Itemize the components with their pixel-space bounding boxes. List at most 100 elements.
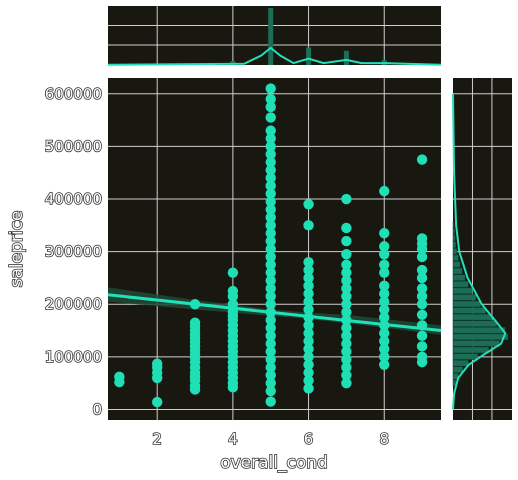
scatter-point [379, 296, 390, 307]
scatter-point [265, 330, 276, 342]
scatter-point [303, 272, 314, 284]
scatter-point [379, 359, 390, 370]
scatter-point [265, 362, 276, 373]
right-histogram-bar [452, 307, 487, 314]
right-histogram-bar [452, 366, 464, 373]
scatter-point [265, 377, 276, 389]
scatter-point [416, 351, 428, 363]
right-histogram-bar [452, 346, 489, 354]
right-histogram-bar [452, 241, 456, 248]
scatter-point [265, 322, 276, 334]
y-tick-label: 500000 [45, 137, 102, 155]
right-histogram-bar [452, 359, 469, 367]
scatter-point [265, 196, 276, 207]
x-axis-tick-labels: 2 4 6 8 [152, 429, 390, 449]
top-histogram-bar [268, 8, 274, 65]
x-tick-label: 4 [228, 430, 238, 448]
scatter-point [265, 93, 276, 105]
right-histogram-bar [452, 274, 466, 281]
scatter-point [379, 185, 390, 197]
scatter-point [379, 267, 390, 278]
y-tick-label: 300000 [45, 243, 102, 261]
regression-line [107, 293, 442, 333]
top-marginal-kde-curve [107, 46, 442, 66]
y-axis-tick-labels: 0 100000 200000 300000 400000 500000 600000 [44, 84, 103, 419]
right-marginal-grid [453, 78, 512, 420]
right-histogram-bar [452, 280, 469, 288]
scatter-point [303, 367, 314, 378]
scatter-point [265, 396, 276, 407]
scatter-point [265, 385, 276, 397]
scatter-point [303, 383, 314, 394]
scatter-point [265, 156, 276, 168]
scatter-point [341, 275, 352, 286]
y-axis-label: saleprice [7, 211, 27, 288]
scatter-point [379, 312, 390, 323]
scatter-point [303, 304, 314, 315]
right-marginal-panel [452, 78, 512, 420]
scatter-point [416, 251, 428, 263]
scatter-point [265, 172, 276, 184]
right-histogram-bar [452, 267, 463, 275]
scatter-point [265, 220, 276, 231]
scatter-point [265, 235, 276, 247]
scatter-point [341, 322, 352, 334]
scatter-point [265, 291, 276, 302]
scatter-point [265, 149, 276, 160]
y-tick-label: 200000 [45, 295, 102, 313]
scatter-point [416, 341, 428, 352]
top-marginal-panel [107, 6, 442, 66]
scatter-point [265, 125, 276, 136]
scatter-point [303, 256, 314, 268]
scatter-point [341, 354, 352, 365]
right-histogram-bar [452, 333, 509, 341]
scatter-point [416, 233, 428, 244]
right-histogram-bar [452, 261, 461, 268]
scatter-point [265, 188, 276, 199]
scatter-point [341, 338, 352, 349]
scatter-point [416, 272, 428, 284]
scatter-point [416, 330, 428, 342]
scatter-point [341, 362, 352, 373]
scatter-point [265, 228, 276, 239]
top-histogram-bar [306, 47, 312, 65]
scatter-point [416, 309, 428, 320]
scatter-point [303, 320, 314, 331]
scatter-point [227, 267, 239, 278]
scatter-point [416, 264, 428, 276]
scatter-point [341, 235, 352, 247]
scatter-point [303, 343, 314, 355]
scatter-point [303, 288, 314, 299]
scatter-point [379, 241, 390, 252]
scatter-point [265, 299, 276, 310]
right-histogram-bar [452, 327, 506, 334]
scatter-point [303, 280, 314, 292]
scatter-point [341, 346, 352, 357]
top-marginal-grid [108, 6, 441, 65]
scatter-point [416, 154, 428, 165]
scatter-point [265, 243, 276, 255]
scatter-point [341, 299, 352, 310]
scatter-point [379, 259, 390, 270]
right-histogram-bar [452, 254, 459, 262]
right-histogram-bar [452, 248, 458, 255]
scatter-point [341, 222, 352, 234]
y-tick-label: 0 [92, 400, 102, 418]
scatter-point [265, 314, 276, 326]
scatter-point [114, 371, 125, 383]
right-histogram-bar [452, 234, 456, 242]
scatter-points [114, 83, 428, 408]
y-tick-label: 400000 [45, 190, 102, 208]
scatter-point [341, 193, 352, 205]
x-axis-label: overall_cond [220, 453, 328, 473]
scatter-point [341, 370, 352, 381]
scatter-point [379, 351, 390, 363]
scatter-point [265, 283, 276, 294]
right-histogram-bar [452, 228, 455, 235]
scatter-point [341, 249, 352, 260]
scatter-point [379, 343, 390, 355]
scatter-point [416, 299, 428, 310]
scatter-point [341, 283, 352, 294]
scatter-point [189, 317, 201, 328]
